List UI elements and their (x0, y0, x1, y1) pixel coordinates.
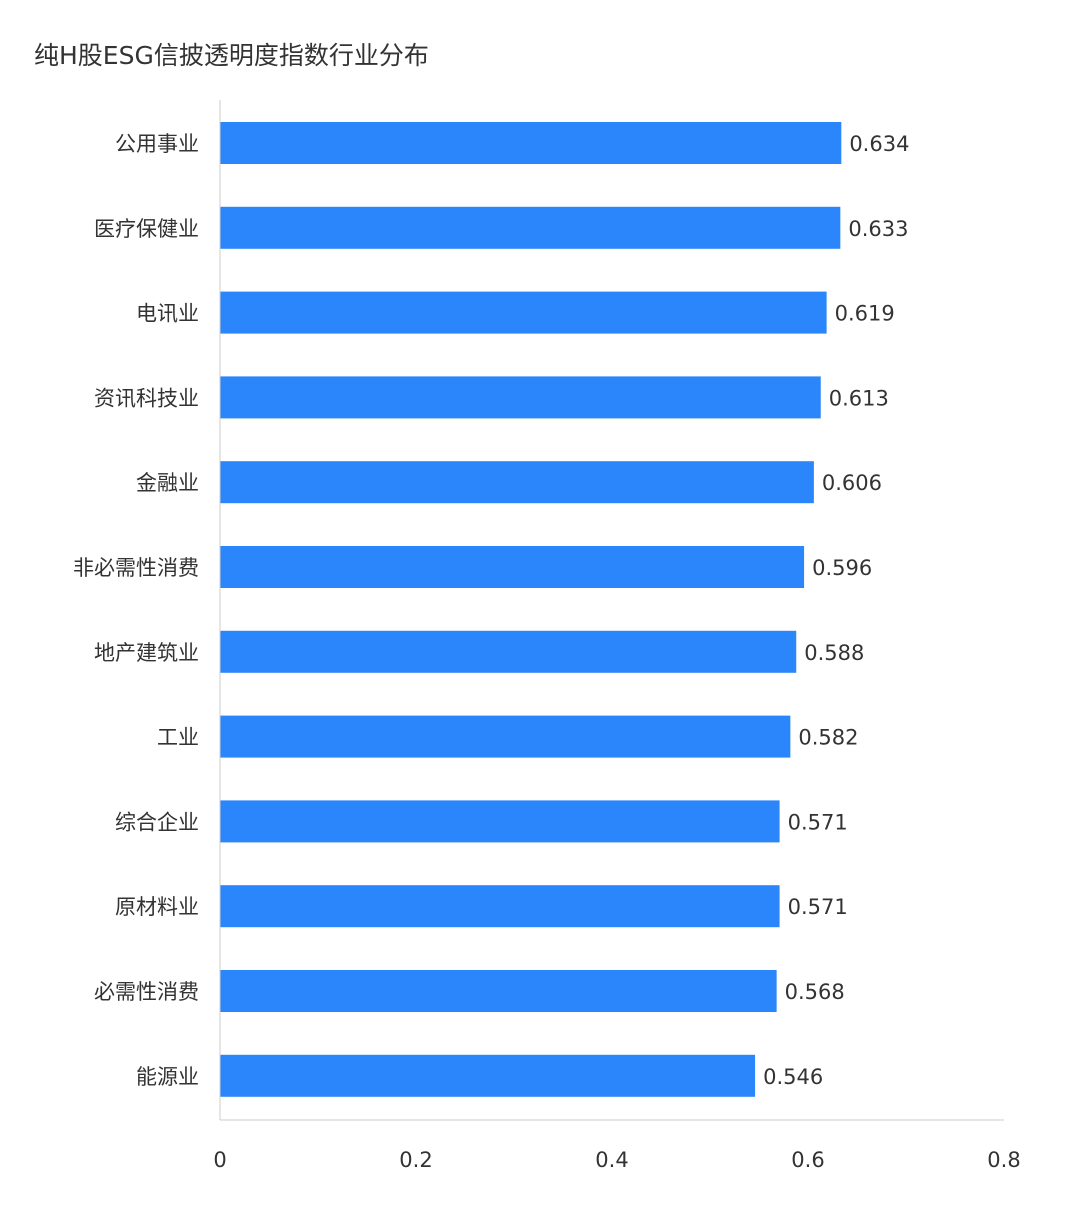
x-tick-label: 0.6 (791, 1148, 824, 1172)
value-label: 0.582 (798, 726, 858, 750)
category-label: 电讯业 (136, 302, 199, 326)
bar (220, 715, 791, 758)
bar (220, 970, 777, 1012)
category-label: 能源业 (136, 1065, 199, 1089)
value-label: 0.596 (812, 556, 872, 580)
category-label: 综合企业 (115, 810, 199, 834)
axis-layer: 0 0.2 0.4 0.6 0.8 (213, 100, 1021, 1172)
category-label: 原材料业 (115, 895, 199, 919)
category-label: 资讯科技业 (94, 386, 199, 410)
bar (220, 206, 841, 249)
x-tick-label: 0 (213, 1148, 226, 1172)
value-label: 0.634 (849, 132, 909, 156)
value-label: 0.613 (829, 386, 889, 410)
x-tick-label: 0.2 (399, 1148, 432, 1172)
bar (220, 291, 827, 334)
bar (220, 376, 821, 419)
category-label: 非必需性消费 (73, 556, 199, 580)
category-label: 必需性消费 (94, 980, 199, 1004)
bar (220, 461, 814, 504)
bar (220, 630, 797, 673)
value-label: 0.568 (785, 980, 845, 1004)
chart-title: 纯H股ESG信披透明度指数行业分布 (34, 41, 429, 70)
category-label: 地产建筑业 (94, 641, 199, 665)
x-tick-label: 0.8 (987, 1148, 1020, 1172)
value-label: 0.619 (835, 302, 895, 326)
bar (220, 546, 805, 588)
value-label: 0.633 (848, 217, 908, 241)
bar (220, 122, 842, 164)
bar (220, 1054, 756, 1097)
category-label: 金融业 (136, 471, 199, 495)
value-label: 0.546 (763, 1065, 823, 1089)
value-label: 0.588 (804, 641, 864, 665)
x-tick-label: 0.4 (595, 1148, 628, 1172)
value-label: 0.571 (788, 895, 848, 919)
bars-layer (220, 122, 842, 1097)
bar (220, 885, 780, 928)
value-label: 0.571 (788, 810, 848, 834)
labels-layer: 公用事业 0.634 医疗保健业 0.633 电讯业 0.619 资讯科技业 0.613 金融业… (73, 132, 909, 1089)
category-label: 公用事业 (115, 132, 199, 156)
category-label: 工业 (157, 726, 199, 750)
category-label: 医疗保健业 (94, 217, 199, 241)
bar (220, 800, 780, 843)
value-label: 0.606 (822, 471, 882, 495)
